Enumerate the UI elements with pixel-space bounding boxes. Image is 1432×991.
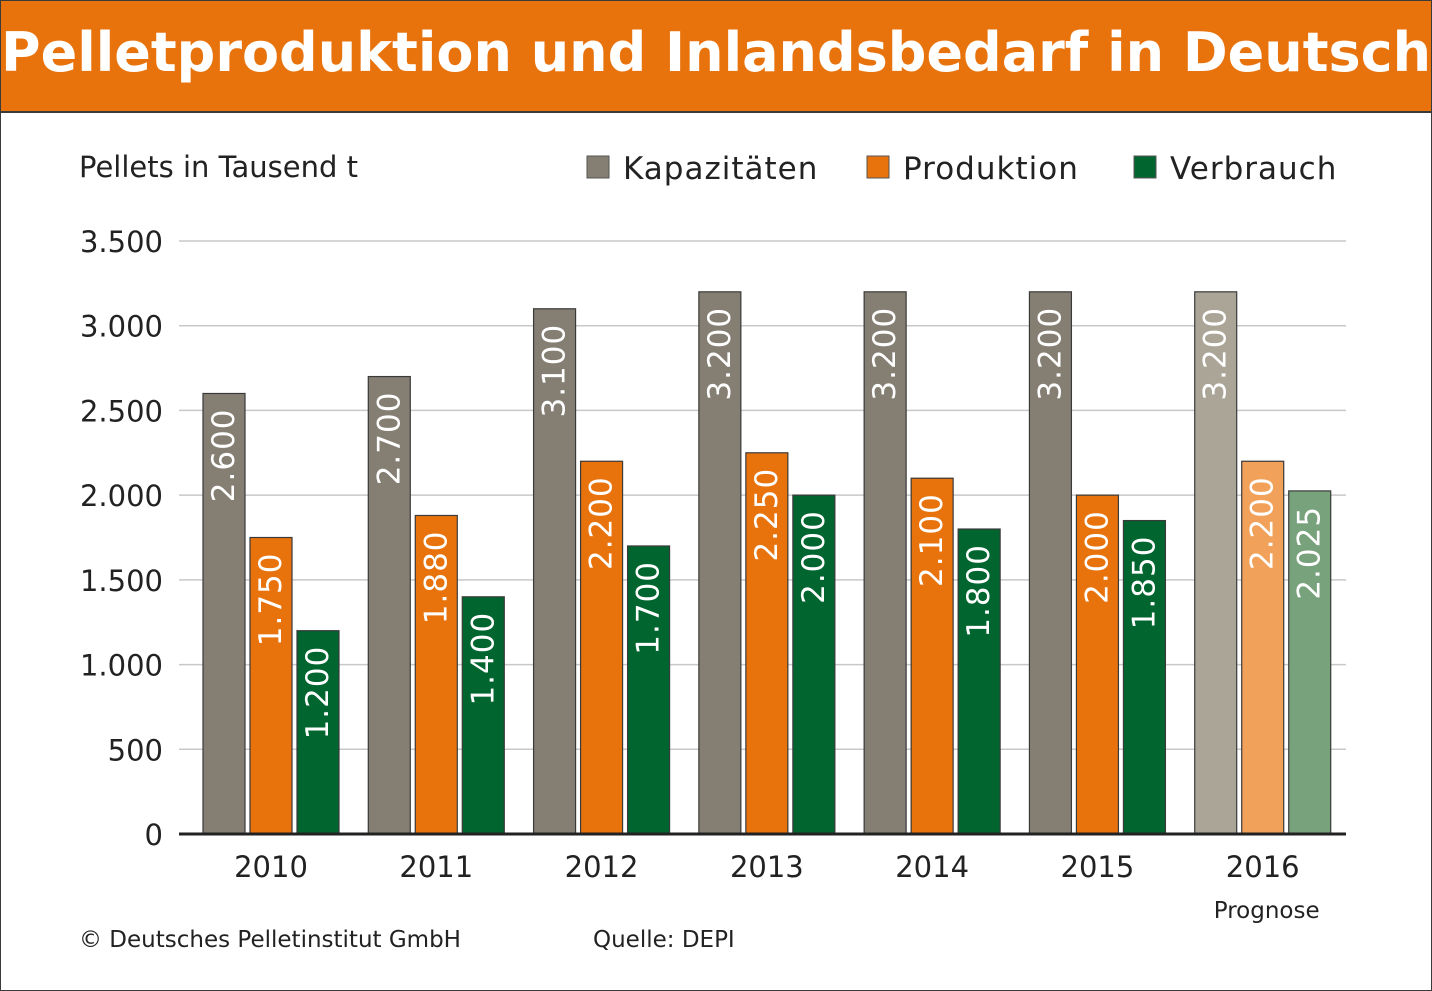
legend-swatch	[1133, 155, 1157, 179]
bar	[532, 308, 577, 835]
bar-value-label: 2.000	[796, 510, 832, 604]
y-tick-label: 1.500	[80, 564, 163, 598]
bar-value-label: 1.750	[253, 553, 289, 647]
y-tick-label: 3.500	[80, 225, 163, 259]
bar-value-label: 2.200	[1245, 476, 1281, 570]
x-tick-label: 2014	[895, 850, 969, 884]
y-tick-label: 1.000	[80, 649, 163, 683]
bar-value-label: 2.100	[914, 493, 950, 587]
bar	[910, 477, 954, 835]
bar	[414, 514, 458, 835]
x-tick-note: Prognose	[1214, 898, 1320, 924]
bar-value-label: 2.025	[1292, 506, 1328, 600]
x-tick-label: 2011	[399, 850, 473, 884]
x-tick-label: 2010	[234, 850, 308, 884]
bar	[792, 494, 836, 835]
source-note: Quelle: DEPI	[593, 927, 735, 953]
bar	[1028, 291, 1073, 835]
bar-value-label: 2.600	[206, 408, 242, 502]
bar	[863, 291, 907, 835]
x-tick-label: 2016	[1226, 850, 1300, 884]
bar-value-label: 1.880	[418, 530, 454, 624]
chart-title: Pelletproduktion und Inlandsbedarf in De…	[1, 21, 1432, 84]
y-axis-label: Pellets in Tausend t	[79, 150, 358, 184]
bar-value-label: 1.200	[300, 646, 336, 740]
legend-label: Produktion	[903, 151, 1079, 187]
bar-value-label: 2.700	[371, 392, 407, 486]
y-tick-label: 500	[108, 733, 163, 767]
bar-value-label: 1.400	[465, 612, 501, 706]
bar-value-label: 2.250	[749, 468, 785, 562]
bar	[461, 596, 505, 835]
bar	[626, 545, 671, 835]
bar-value-label: 3.200	[702, 307, 738, 401]
bar	[1075, 494, 1120, 835]
legend-swatch	[586, 155, 610, 179]
bar	[1122, 519, 1167, 835]
y-tick-label: 2.500	[80, 394, 163, 428]
bar	[579, 460, 624, 835]
title-bar: Pelletproduktion und Inlandsbedarf in De…	[1, 1, 1431, 113]
copyright-note: © Deutsches Pelletinstitut GmbH	[79, 927, 461, 953]
bar	[957, 528, 1001, 835]
y-tick-label: 3.000	[80, 310, 163, 344]
y-tick-label: 2.000	[80, 479, 163, 513]
bar	[698, 291, 742, 835]
x-tick-label: 2015	[1061, 850, 1135, 884]
bar-value-label: 3.200	[1198, 307, 1234, 401]
bar	[1288, 490, 1332, 835]
bar	[745, 452, 789, 835]
y-tick-label: 0	[145, 818, 163, 852]
legend-label: Kapazitäten	[623, 151, 818, 187]
legend-swatch	[866, 155, 890, 179]
bar-value-label: 1.800	[961, 544, 997, 638]
x-tick-label: 2012	[565, 850, 639, 884]
bar-value-label: 3.200	[867, 307, 903, 401]
bar	[1194, 291, 1238, 835]
bar-value-label: 1.700	[631, 561, 667, 655]
x-tick-label: 2013	[730, 850, 804, 884]
bar	[1241, 460, 1285, 835]
bar-value-label: 3.100	[537, 324, 573, 418]
legend-label: Verbrauch	[1170, 151, 1337, 187]
bar-value-label: 2.200	[584, 476, 620, 570]
bar-value-label: 2.000	[1079, 510, 1115, 604]
bar-value-label: 3.200	[1032, 307, 1068, 401]
bar-value-label: 1.850	[1126, 536, 1162, 630]
